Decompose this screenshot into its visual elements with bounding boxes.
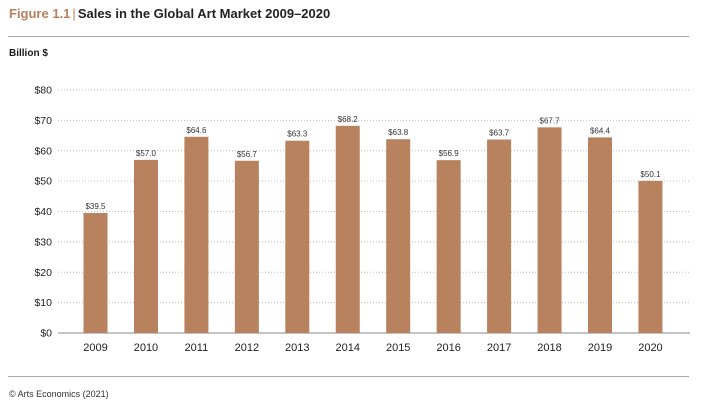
bar [83,213,108,333]
x-tick-label: 2019 [588,342,612,354]
x-tick-label: 2014 [336,342,360,354]
bar [234,160,259,333]
figure-title-separator: | [72,6,76,21]
x-tick-label: 2016 [436,342,460,354]
x-tick-label: 2011 [185,342,209,354]
bar [436,160,461,333]
data-label: $67.7 [540,116,561,125]
x-tick-label: 2015 [386,342,410,354]
bar [487,139,512,333]
data-label: $56.9 [439,149,460,158]
bar [133,159,158,333]
x-tick-label: 2018 [537,342,561,354]
figure-number: Figure 1.1 [9,6,71,21]
data-label: $63.7 [489,129,510,138]
y-tick-label: $80 [34,85,52,97]
x-tick-label: 2020 [638,342,662,354]
y-tick-label: $0 [40,328,52,340]
figure-title: Figure 1.1 | Sales in the Global Art Marke… [9,6,330,22]
data-label: $39.5 [85,202,106,211]
bar [335,125,360,333]
y-tick-label: $60 [34,145,52,157]
y-tick-label: $20 [34,267,52,279]
y-tick-label: $70 [34,115,52,127]
data-label: $63.8 [388,128,409,137]
y-tick-label: $40 [34,206,52,218]
source-note: © Arts Economics (2021) [9,389,109,399]
x-tick-label: 2012 [235,342,259,354]
bar [285,140,310,333]
data-label: $64.4 [590,126,611,135]
y-tick-label: $50 [34,176,52,188]
top-rule [8,36,689,37]
bar [638,180,663,333]
y-axis-label: Billion $ [9,48,48,59]
bar [588,137,612,333]
data-label: $63.3 [287,130,308,139]
bar [184,136,209,333]
data-label: $57.0 [136,149,157,158]
bottom-rule [8,376,689,377]
bar [386,139,411,333]
data-label: $50.1 [640,170,661,179]
x-tick-label: 2013 [285,342,309,354]
data-label: $56.7 [237,150,258,159]
data-label: $68.2 [338,115,359,124]
chart-title: Sales in the Global Art Market 2009–2020 [77,6,331,21]
y-tick-label: $10 [34,297,52,309]
y-tick-label: $30 [34,236,52,248]
x-tick-label: 2017 [487,342,511,354]
data-label: $64.6 [186,126,207,135]
x-tick-label: 2009 [83,342,107,354]
x-tick-label: 2010 [134,342,158,354]
bar [537,127,562,333]
